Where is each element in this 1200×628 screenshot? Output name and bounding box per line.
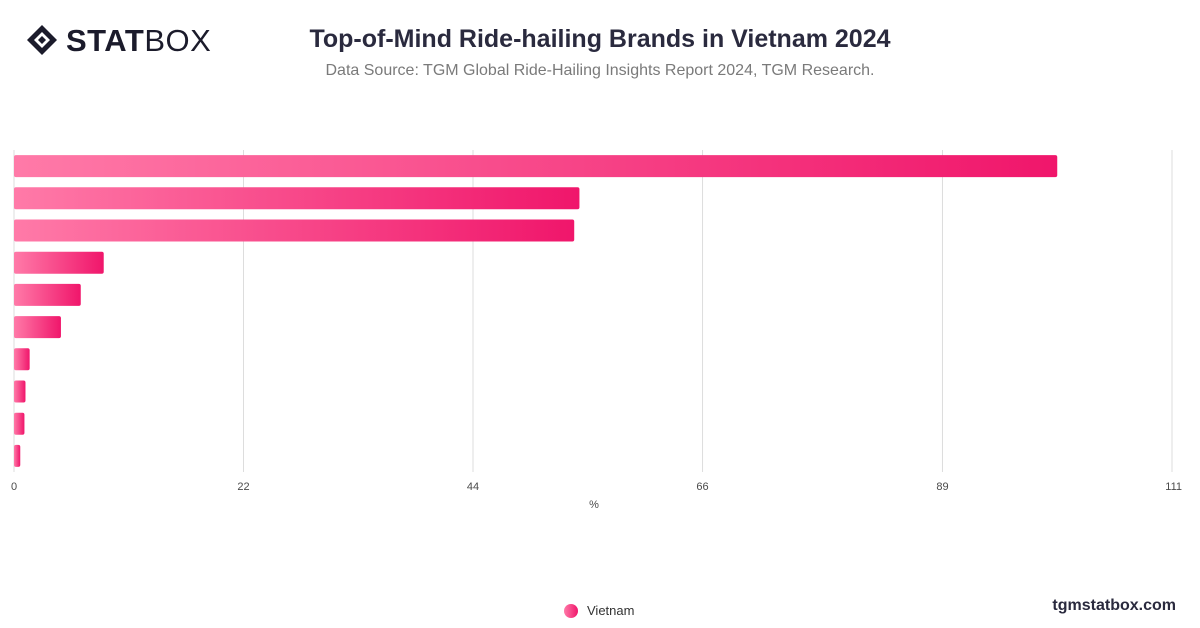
- chart-subtitle: Data Source: TGM Global Ride-Hailing Ins…: [325, 62, 875, 79]
- bar[interactable]: [14, 155, 1058, 178]
- bar[interactable]: [14, 412, 25, 435]
- chart-title: Top-of-Mind Ride-hailing Brands in Vietn…: [309, 25, 891, 53]
- legend-swatch-icon: [564, 603, 578, 618]
- x-tick-label: 22: [237, 481, 249, 493]
- x-tick-label: 89: [936, 481, 948, 493]
- bar[interactable]: [14, 348, 30, 371]
- bar[interactable]: [14, 316, 61, 339]
- bar[interactable]: [14, 444, 21, 467]
- x-tick-label: 111: [1165, 481, 1182, 493]
- statbox-logo: STATBOX: [26, 22, 211, 58]
- logo-text-light: BOX: [144, 22, 212, 58]
- logo-wordmark: STATBOX: [66, 25, 211, 56]
- bar[interactable]: [14, 251, 104, 274]
- x-axis-label: %: [589, 499, 599, 511]
- x-tick-label: 44: [467, 481, 479, 493]
- x-axis-ticks: 0 22 44 66 89 111: [11, 481, 1182, 493]
- diamond-logo-icon: [27, 25, 57, 55]
- logo-text-bold: STAT: [66, 22, 145, 58]
- bar-series-vietnam: [14, 155, 1058, 467]
- bar[interactable]: [14, 283, 81, 306]
- x-tick-label: 66: [696, 481, 708, 493]
- legend-label-vietnam: Vietnam: [587, 603, 635, 618]
- bar[interactable]: [14, 380, 26, 403]
- footer-site: tgmstatbox.com: [1052, 597, 1176, 614]
- chart-legend[interactable]: Vietnam: [564, 603, 634, 618]
- bar[interactable]: [14, 187, 580, 210]
- x-tick-label: 0: [11, 481, 17, 493]
- bar[interactable]: [14, 219, 575, 242]
